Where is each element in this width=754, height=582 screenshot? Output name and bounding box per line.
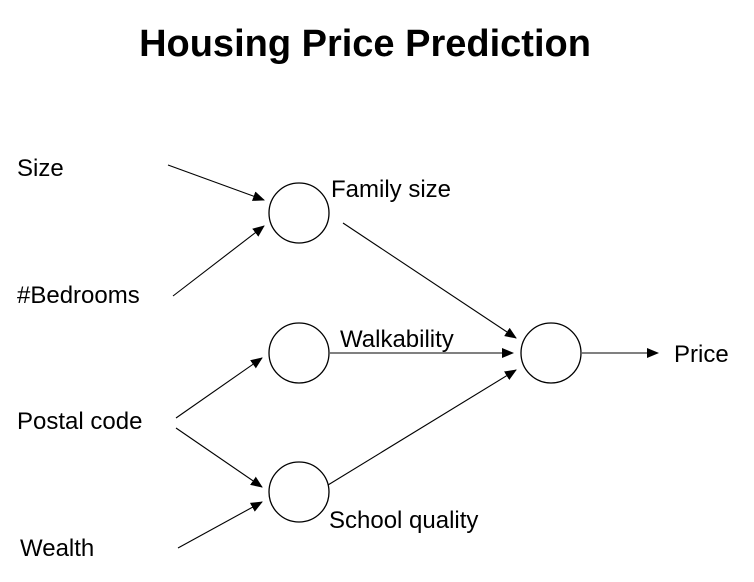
edge-bedrooms-to-family-size bbox=[172, 225, 265, 297]
hidden-node-walkability bbox=[268, 322, 330, 384]
hidden-label-family-size: Family size bbox=[331, 176, 451, 203]
edge-family-size-to-output bbox=[342, 222, 517, 339]
output-node bbox=[520, 322, 582, 384]
input-label-bedrooms: #Bedrooms bbox=[17, 282, 140, 309]
output-label-price: Price bbox=[674, 341, 729, 368]
input-label-size: Size bbox=[17, 155, 64, 182]
hidden-label-school-quality: School quality bbox=[329, 507, 478, 534]
input-label-postal-code: Postal code bbox=[17, 408, 142, 435]
hidden-label-walkability: Walkability bbox=[340, 326, 454, 353]
hidden-node-school-quality bbox=[268, 461, 330, 523]
edge-school-quality-to-output bbox=[327, 369, 517, 486]
diagram-title: Housing Price Prediction bbox=[139, 23, 591, 65]
edge-size-to-family-size bbox=[167, 164, 265, 201]
edge-postal-code-to-school-quality bbox=[175, 427, 263, 488]
input-label-wealth: Wealth bbox=[20, 535, 94, 562]
edge-wealth-to-school-quality bbox=[177, 501, 263, 549]
edge-postal-code-to-walkability bbox=[175, 357, 263, 419]
hidden-node-family-size bbox=[268, 182, 330, 244]
